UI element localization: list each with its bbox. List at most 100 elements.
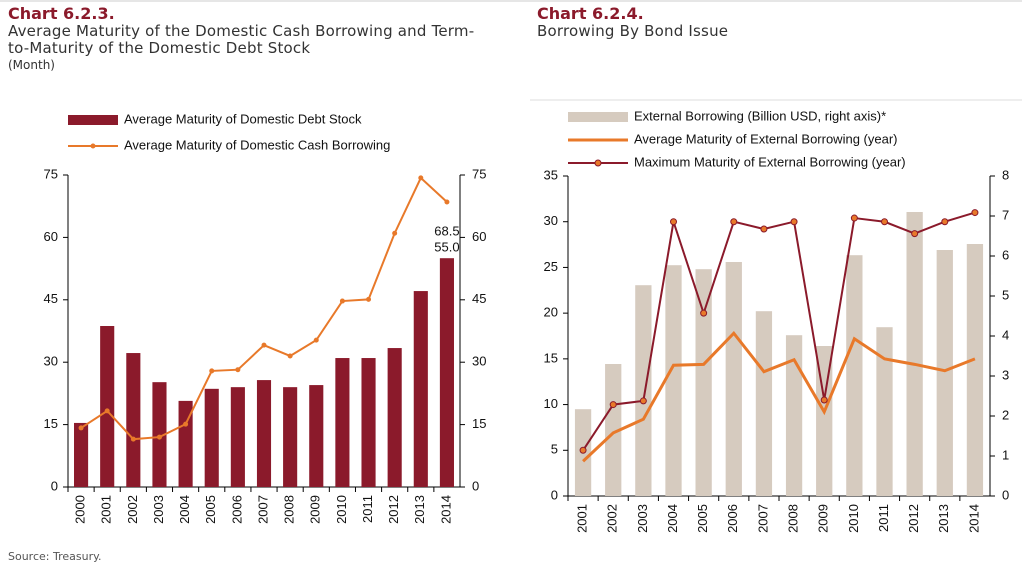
- x-tick-label: 2008: [786, 504, 801, 533]
- bar: [387, 348, 402, 487]
- legend-label: External Borrowing (Billion USD, right a…: [634, 108, 886, 123]
- marker: [760, 225, 768, 233]
- y2-tick-label: 0: [472, 478, 479, 493]
- marker: [130, 436, 136, 442]
- bar: [309, 385, 324, 487]
- marker: [609, 401, 617, 409]
- x-tick-label: 2003: [635, 504, 650, 533]
- bar: [335, 358, 350, 487]
- y2-tick-label: 1: [1002, 447, 1009, 462]
- marker: [209, 368, 215, 374]
- x-tick-label: 2006: [725, 504, 740, 533]
- bar: [785, 335, 803, 496]
- y2-tick-label: 8: [1002, 167, 1009, 182]
- marker: [881, 218, 888, 226]
- x-tick-label: 2002: [605, 504, 620, 533]
- x-tick-label: 2014: [966, 504, 981, 533]
- value-label: 55.0: [434, 240, 459, 255]
- marker: [339, 298, 345, 304]
- bar: [665, 265, 682, 496]
- chart-subtitle: Average Maturity of the Domestic Cash Bo…: [8, 22, 475, 57]
- y2-tick-label: 4: [1002, 327, 1009, 342]
- x-tick-label: 2013: [412, 495, 427, 524]
- x-tick-label: 2014: [438, 495, 453, 524]
- marker: [235, 367, 241, 373]
- x-tick-label: 2004: [665, 504, 680, 533]
- bar: [100, 326, 115, 487]
- marker: [820, 396, 828, 404]
- y-tick-label: 35: [544, 167, 558, 182]
- marker: [579, 446, 587, 454]
- bar: [230, 387, 245, 487]
- bar: [635, 285, 652, 496]
- x-tick-label: 2004: [177, 495, 192, 524]
- line: [582, 330, 976, 463]
- legend-marker: [594, 159, 602, 167]
- bar: [283, 387, 298, 487]
- y2-tick-label: 6: [1002, 247, 1009, 262]
- bar: [256, 380, 272, 487]
- legend-swatch: [568, 112, 628, 122]
- x-tick-label: 2009: [816, 504, 831, 533]
- line: [582, 211, 976, 451]
- marker: [700, 309, 708, 317]
- x-tick-label: 2005: [695, 504, 710, 533]
- legend-swatch: [68, 115, 118, 125]
- marker: [366, 296, 372, 302]
- marker: [639, 397, 647, 405]
- bar: [846, 255, 863, 496]
- y2-tick-label: 75: [472, 166, 486, 181]
- x-tick-label: 2013: [936, 504, 951, 533]
- chart-title: Chart 6.2.4.: [537, 4, 644, 23]
- y-tick-label: 30: [544, 213, 558, 228]
- x-tick-label: 2012: [906, 504, 921, 533]
- y-tick-label: 75: [44, 166, 58, 181]
- legend-label: Average Maturity of Domestic Debt Stock: [124, 111, 362, 126]
- x-tick-label: 2000: [73, 495, 88, 524]
- y-tick-label: 60: [44, 229, 58, 244]
- y-tick-label: 5: [551, 442, 558, 457]
- y2-tick-label: 7: [1002, 207, 1009, 222]
- y-tick-label: 30: [44, 354, 58, 369]
- y2-tick-label: 30: [472, 354, 486, 369]
- chart-subtitle: Borrowing By Bond Issue: [537, 22, 729, 40]
- x-tick-label: 2002: [125, 495, 140, 524]
- x-tick-label: 2007: [255, 495, 270, 524]
- source-note: Source: Treasury.: [8, 550, 102, 563]
- y2-tick-label: 15: [472, 416, 486, 431]
- bar: [605, 364, 622, 496]
- bar: [966, 244, 984, 496]
- bar: [204, 388, 219, 487]
- marker: [156, 434, 162, 440]
- y2-tick-label: 5: [1002, 287, 1009, 302]
- legend-label: Average Maturity of Domestic Cash Borrow…: [124, 137, 390, 152]
- bar: [816, 346, 833, 496]
- bar: [906, 212, 923, 496]
- x-tick-label: 2011: [876, 504, 891, 532]
- marker: [313, 337, 319, 343]
- marker: [941, 218, 949, 226]
- marker: [183, 421, 189, 427]
- marker: [850, 214, 858, 222]
- x-tick-label: 2010: [846, 504, 861, 533]
- value-label: 68.5: [434, 223, 459, 238]
- bar: [439, 258, 454, 487]
- x-tick-label: 2006: [229, 495, 244, 524]
- y-tick-label: 25: [544, 259, 558, 274]
- x-tick-label: 2003: [151, 495, 166, 524]
- x-tick-label: 2011: [360, 495, 375, 523]
- y2-tick-label: 0: [1002, 487, 1009, 502]
- x-tick-label: 2009: [308, 495, 323, 524]
- x-tick-label: 2008: [282, 495, 297, 524]
- y2-tick-label: 60: [472, 229, 486, 244]
- x-tick-label: 2007: [755, 504, 770, 533]
- bar: [413, 291, 428, 487]
- x-tick-label: 2001: [575, 504, 590, 533]
- bar: [755, 311, 773, 496]
- marker: [444, 199, 450, 205]
- y2-tick-label: 3: [1002, 367, 1009, 382]
- bar: [361, 358, 376, 487]
- legend-label: Average Maturity of External Borrowing (…: [634, 131, 897, 146]
